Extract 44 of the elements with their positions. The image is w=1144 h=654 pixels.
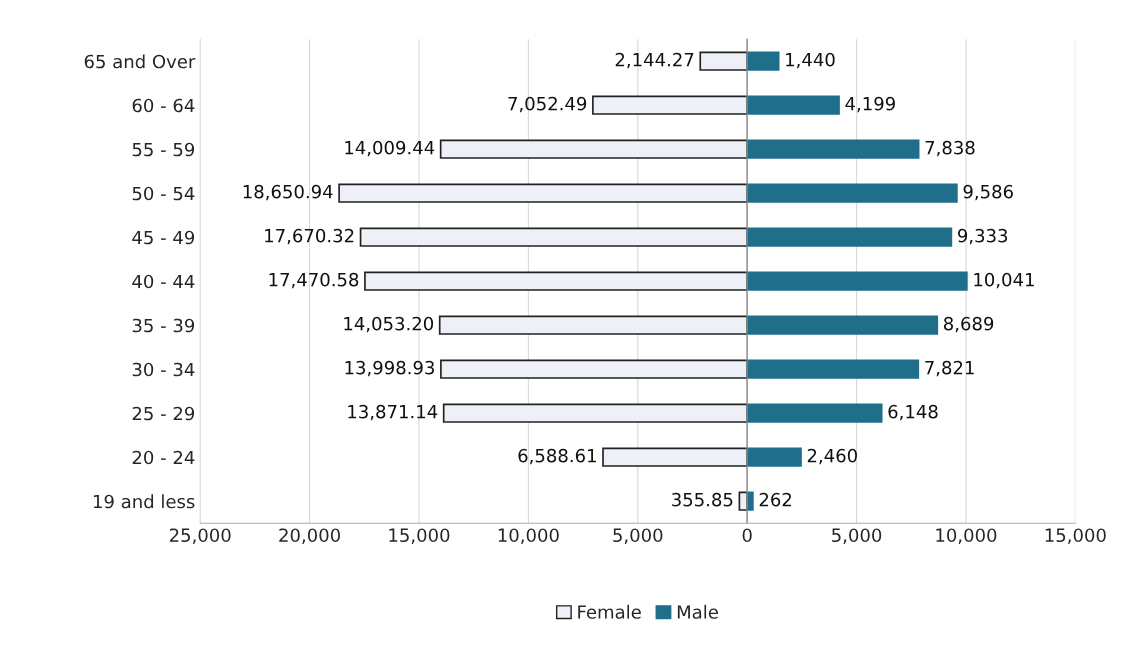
data-label: 13,871.14 [348, 404, 438, 421]
data-label: 14,009.44 [345, 140, 435, 157]
x-tick-label: 20,000 [279, 528, 340, 544]
data-label: 7,838 [925, 140, 975, 157]
data-label: 14,053.20 [344, 316, 434, 333]
data-label: 17,670.32 [265, 228, 354, 245]
y-tick-label: 25 - 29 [132, 406, 195, 421]
data-label: 262 [759, 492, 792, 507]
data-label: 18,650.94 [243, 184, 333, 201]
legend-label: Female [578, 604, 641, 619]
data-label: 17,470.58 [269, 272, 359, 289]
data-label: 9,333 [957, 228, 1008, 245]
data-label: 2,144.27 [615, 52, 694, 69]
data-label: 7,052.49 [508, 96, 587, 113]
x-tick-label: 10,000 [498, 528, 559, 544]
y-tick-label: 30 - 34 [132, 362, 195, 377]
y-tick-label: 60 - 64 [132, 98, 195, 113]
data-label: 2,460 [807, 448, 857, 465]
data-label: 355.85 [672, 492, 733, 507]
x-tick-label: 15,000 [1045, 528, 1106, 544]
x-tick-label: 25,000 [169, 528, 231, 544]
y-tick-label: 35 - 39 [132, 318, 195, 333]
data-label: 8,689 [943, 316, 994, 333]
y-tick-label: 50 - 54 [132, 186, 195, 201]
y-tick-label: 65 and Over [84, 54, 196, 69]
x-tick-label: 10,000 [936, 528, 997, 544]
y-tick-label: 19 and less [93, 494, 195, 509]
data-label: 9,586 [963, 184, 1013, 201]
data-label: 1,440 [786, 52, 835, 69]
legend-label: Male [677, 604, 718, 619]
y-tick-label: 55 - 59 [132, 142, 195, 157]
y-tick-label: 40 - 44 [132, 274, 195, 289]
x-tick-label: 5,000 [613, 528, 663, 544]
data-label: 7,821 [925, 360, 974, 377]
data-label: 10,041 [974, 272, 1034, 289]
x-tick-label: 0 [742, 528, 752, 543]
data-label: 6,588.61 [518, 448, 596, 465]
data-label: 4,199 [845, 96, 895, 113]
y-tick-label: 20 - 24 [132, 450, 195, 465]
y-tick-label: 45 - 49 [132, 230, 195, 245]
x-tick-label: 15,000 [389, 528, 450, 544]
data-label: 6,148 [888, 404, 938, 421]
data-label: 13,998.93 [345, 360, 434, 377]
x-tick-label: 5,000 [832, 528, 882, 544]
